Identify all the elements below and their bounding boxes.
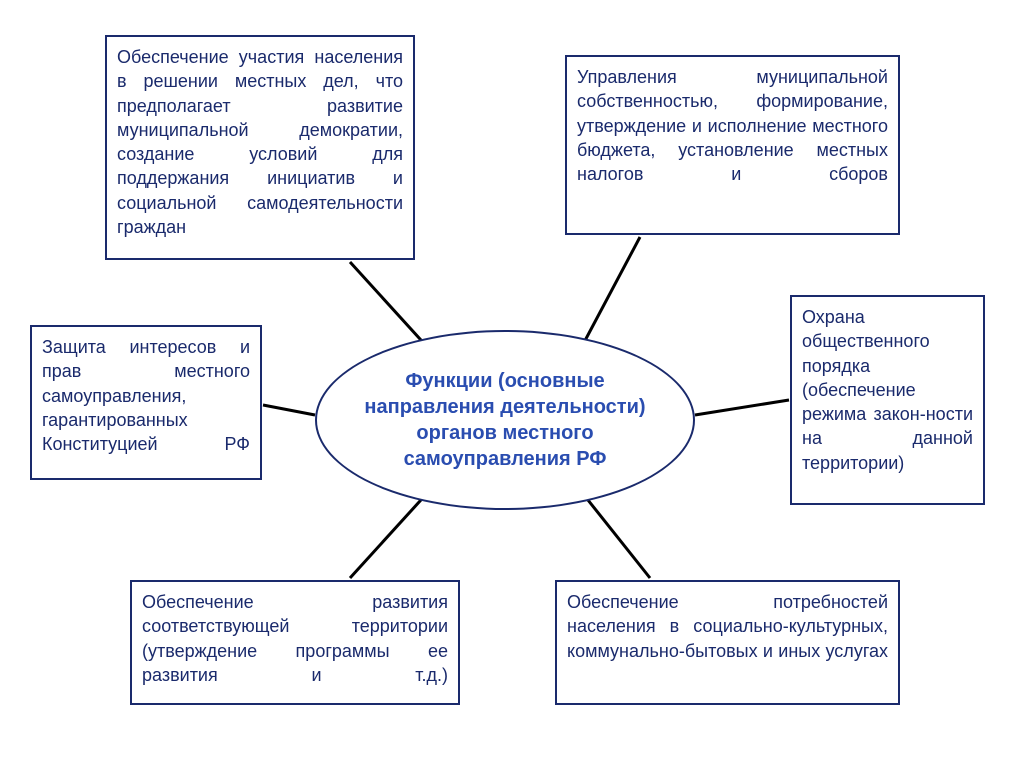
node-n3: Защита интересов и прав местного самоупр… (30, 325, 262, 480)
node-n1: Обеспечение участия населения в решении … (105, 35, 415, 260)
diagram-canvas: Функции (основные направления деятельнос… (0, 0, 1024, 767)
node-n5: Обеспечение развития соответствующей тер… (130, 580, 460, 705)
edge-2 (263, 405, 315, 415)
edge-5 (580, 490, 650, 578)
node-n4: Охрана общественного порядка (обеспечени… (790, 295, 985, 505)
center-label: Функции (основные направления деятельнос… (347, 368, 663, 472)
edge-1 (580, 237, 640, 350)
node-text: Защита интересов и прав местного самоупр… (42, 337, 250, 454)
center-node: Функции (основные направления деятельнос… (315, 330, 695, 510)
node-text: Обеспечение развития соответствующей тер… (142, 592, 448, 685)
node-n2: Управления муниципальной собственностью,… (565, 55, 900, 235)
edge-3 (695, 400, 789, 415)
node-text: Управления муниципальной собственностью,… (577, 67, 888, 184)
edge-0 (350, 262, 430, 350)
node-text: Охрана общественного порядка (обеспечени… (802, 307, 973, 473)
node-text: Обеспечение потребностей населения в соц… (567, 592, 888, 661)
edge-4 (350, 490, 430, 578)
node-n6: Обеспечение потребностей населения в соц… (555, 580, 900, 705)
node-text: Обеспечение участия населения в решении … (117, 47, 403, 237)
